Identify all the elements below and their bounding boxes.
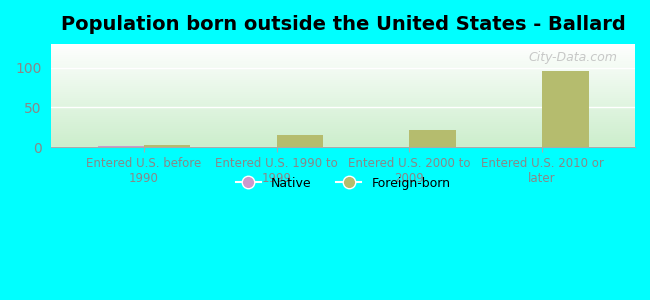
Legend: Native, Foreign-born: Native, Foreign-born [231, 172, 456, 195]
Title: Population born outside the United States - Ballard: Population born outside the United State… [60, 15, 625, 34]
Bar [410, 130, 456, 147]
Bar [277, 135, 323, 147]
Bar [98, 146, 144, 147]
Bar [542, 71, 588, 147]
Bar [144, 145, 190, 147]
Text: City-Data.com: City-Data.com [528, 51, 618, 64]
